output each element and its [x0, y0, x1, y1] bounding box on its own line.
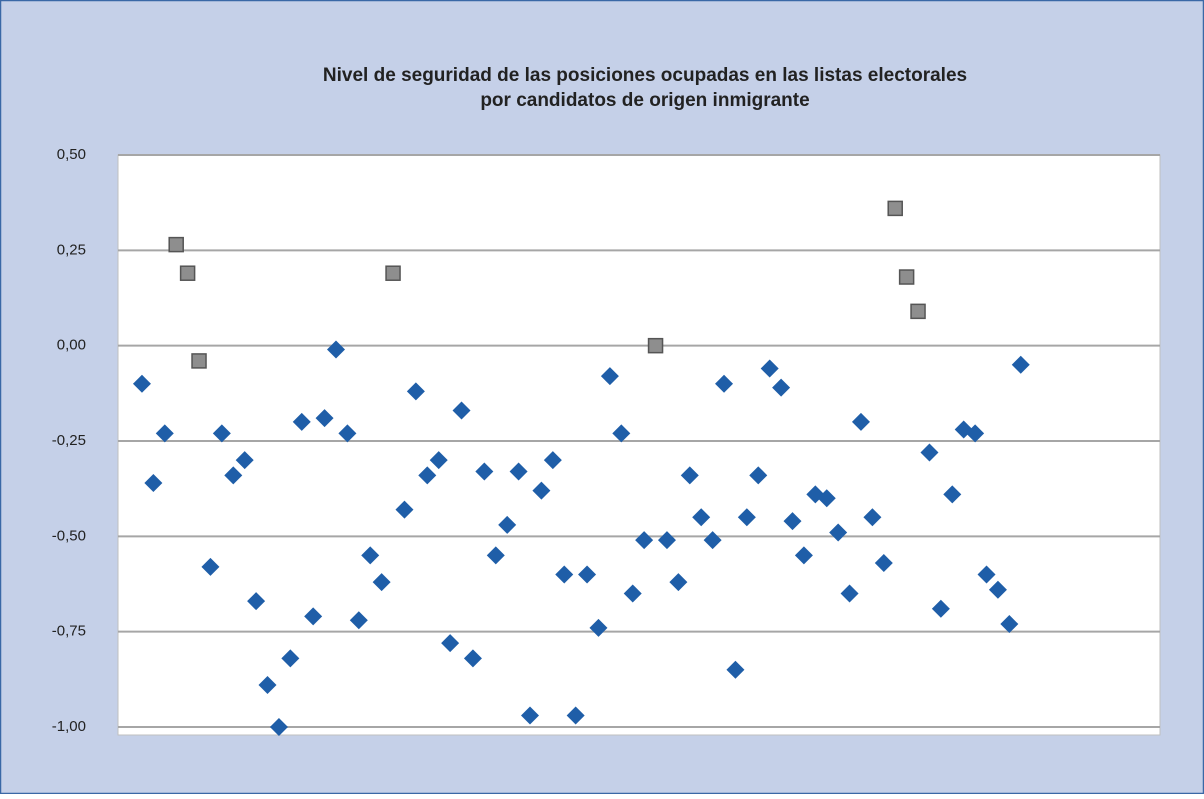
diamond-point	[1000, 615, 1019, 634]
y-tick-label: 0,00	[57, 337, 86, 354]
diamond-point	[441, 634, 460, 653]
diamond-point	[361, 546, 380, 565]
diamond-point	[418, 466, 437, 485]
diamond-point	[931, 599, 950, 618]
diamond-point	[543, 451, 562, 470]
diamond-point	[589, 618, 608, 637]
diamond-point	[498, 515, 517, 534]
diamond-point	[840, 584, 859, 603]
diamond-point	[1011, 355, 1030, 374]
diamond-point	[155, 424, 174, 443]
y-tick-label: 0,50	[57, 146, 86, 163]
diamond-point	[212, 424, 231, 443]
diamond-point	[338, 424, 357, 443]
diamond-point	[977, 565, 996, 584]
diamond-point	[144, 473, 163, 492]
diamond-point	[304, 607, 323, 626]
square-point	[179, 265, 196, 281]
diamond-point	[521, 706, 540, 725]
diamond-point	[657, 531, 676, 550]
diamond-point	[292, 412, 311, 431]
diamond-point	[406, 382, 425, 401]
diamond-point	[988, 580, 1007, 599]
diamond-point	[829, 523, 848, 542]
diamond-point	[966, 424, 985, 443]
diamond-point	[749, 466, 768, 485]
diamond-point	[269, 718, 288, 736]
diamond-point	[600, 367, 619, 386]
diamond-point	[326, 340, 345, 359]
diamond-point	[794, 546, 813, 565]
square-point	[910, 303, 926, 320]
y-tick-label: 0,25	[57, 241, 86, 258]
diamond-point	[737, 508, 756, 527]
chart-title: por candidatos de origen inmigrante	[480, 90, 809, 111]
diamond-point	[201, 557, 220, 576]
diamond-point	[532, 481, 551, 500]
diamond-point	[247, 592, 266, 611]
diamond-point	[235, 451, 254, 470]
y-tick-label: -0,75	[52, 623, 86, 640]
diamond-point	[578, 565, 597, 584]
diamond-point	[943, 485, 962, 504]
square-point	[898, 269, 915, 285]
diamond-point	[349, 611, 368, 630]
diamond-point	[281, 649, 300, 668]
y-tick-label: -0,50	[52, 527, 86, 544]
diamond-point	[372, 573, 391, 592]
y-tick-label: -0,25	[52, 432, 86, 449]
diamond-point	[726, 660, 745, 679]
diamond-point	[692, 508, 711, 527]
diamond-point	[851, 412, 870, 431]
square-point	[647, 337, 664, 354]
diamond-point	[475, 462, 494, 481]
diamond-point	[874, 554, 893, 573]
diamond-point	[452, 401, 471, 420]
diamond-point	[509, 462, 528, 481]
diamond-point	[429, 451, 448, 470]
diamond-point	[132, 374, 151, 393]
diamond-point	[772, 378, 791, 397]
diamond-point	[224, 466, 243, 485]
chart-title: Nivel de seguridad de las posiciones ocu…	[323, 65, 967, 86]
diamond-point	[817, 489, 836, 508]
plot-area	[117, 154, 1161, 736]
diamond-point	[258, 676, 277, 695]
diamond-point	[612, 424, 631, 443]
diamond-point	[680, 466, 699, 485]
diamond-point	[863, 508, 882, 527]
diamond-point	[315, 409, 334, 428]
diamond-point	[463, 649, 482, 668]
diamond-point	[395, 500, 414, 519]
diamond-point	[760, 359, 779, 378]
diamond-point	[635, 531, 654, 550]
square-point	[385, 265, 401, 281]
diamond-point	[703, 531, 722, 550]
diamond-point	[623, 584, 642, 603]
diamond-point	[920, 443, 939, 462]
diamond-point	[669, 573, 688, 592]
diamond-point	[486, 546, 505, 565]
diamond-point	[566, 706, 585, 725]
square-point	[191, 353, 207, 369]
diamond-point	[555, 565, 574, 584]
square-point	[887, 200, 903, 217]
square-point	[168, 236, 184, 253]
y-tick-label: -1,00	[52, 718, 86, 735]
diamond-point	[715, 374, 734, 393]
diamond-point	[783, 512, 802, 531]
